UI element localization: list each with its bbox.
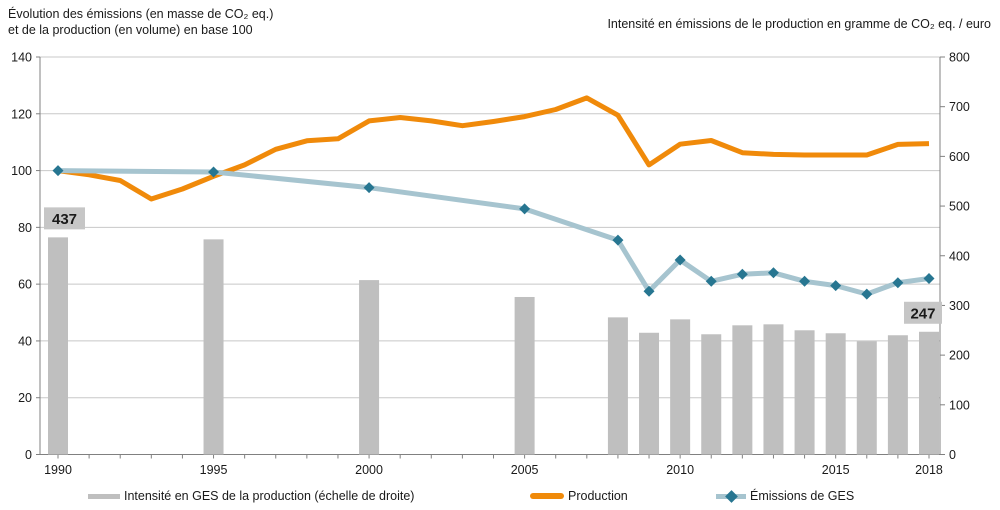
- intensity-bar-2012: [732, 325, 753, 455]
- chart-title-left-line1: Évolution des émissions (en masse de CO₂…: [8, 7, 274, 21]
- intensity-bar-2014: [794, 330, 815, 455]
- right-axis-tick-label: 0: [949, 448, 956, 462]
- legend-diamond-icon: [725, 489, 738, 503]
- intensity-bar-2005: [514, 296, 535, 455]
- intensity-bar-1990: [48, 237, 68, 455]
- bar-value-box-1990: [44, 207, 85, 230]
- emissions-marker-1995: [208, 166, 220, 178]
- intensity-bar-2008: [607, 317, 628, 455]
- legend-item-production: Production: [530, 486, 628, 506]
- intensity-bar-2018: [918, 331, 939, 455]
- intensity-bar-2013: [763, 324, 784, 455]
- emissions-marker-2011: [705, 275, 717, 287]
- chart-title-left: Évolution des émissions (en masse de CO₂…: [8, 6, 273, 38]
- right-axis-tick-label: 200: [949, 349, 970, 363]
- emissions-marker-2005: [519, 203, 531, 215]
- right-axis-tick-label: 500: [949, 200, 970, 214]
- x-axis-tick-label: 2000: [355, 463, 383, 477]
- left-axis-tick-label: 120: [11, 107, 32, 121]
- emissions-marker-2016: [861, 288, 873, 300]
- emissions-marker-2009: [643, 285, 655, 297]
- x-axis-tick-label: 2010: [666, 463, 694, 477]
- left-axis-tick-label: 0: [25, 448, 32, 462]
- intensity-bar-2015: [825, 333, 846, 455]
- intensity-bar-1995: [203, 239, 224, 455]
- legend: Intensité en GES de la production (échel…: [0, 486, 1000, 508]
- emissions-marker-2000: [363, 182, 375, 194]
- emissions-marker-2012: [736, 268, 748, 280]
- right-axis-tick-label: 800: [949, 51, 970, 65]
- left-axis-tick-label: 20: [18, 391, 32, 405]
- legend-label-intensity: Intensité en GES de la production (échel…: [124, 489, 415, 503]
- legend-item-intensity: Intensité en GES de la production (échel…: [88, 486, 414, 506]
- intensity-bar-2010: [670, 319, 691, 455]
- legend-swatch-emissions-icon: [716, 489, 746, 503]
- emissions-marker-2018: [923, 272, 935, 284]
- emissions-marker-2013: [767, 267, 779, 279]
- legend-label-production: Production: [568, 489, 628, 503]
- left-axis-tick-label: 40: [18, 334, 32, 348]
- legend-swatch-intensity-icon: [88, 493, 120, 499]
- bar-value-label-1990: 437: [52, 211, 77, 228]
- intensity-bar-2011: [701, 334, 722, 455]
- intensity-bar-2000: [359, 280, 380, 455]
- emissions-marker-2010: [674, 254, 686, 266]
- emissions-marker-2014: [799, 275, 811, 287]
- chart-title-left-line2: et de la production (en volume) en base …: [8, 23, 253, 37]
- emissions-marker-2015: [830, 280, 842, 292]
- production-line: [57, 95, 930, 202]
- right-axis-tick-label: 700: [949, 100, 970, 114]
- right-axis-tick-label: 600: [949, 150, 970, 164]
- right-axis-tick-label: 300: [949, 299, 970, 313]
- x-axis-tick-label: 1990: [44, 463, 72, 477]
- emissions-marker-1990: [52, 165, 64, 177]
- left-axis-tick-label: 60: [18, 278, 32, 292]
- legend-item-emissions: Émissions de GES: [716, 486, 854, 506]
- emissions-marker-2008: [612, 234, 624, 246]
- left-axis-tick-label: 140: [11, 51, 32, 65]
- x-axis-tick-label: 2005: [511, 463, 539, 477]
- intensity-bar-2016: [856, 341, 877, 455]
- left-axis-tick-label: 80: [18, 221, 32, 235]
- right-axis-tick-label: 100: [949, 398, 970, 412]
- intensity-bar-2017: [887, 335, 908, 455]
- intensity-bar-2009: [639, 332, 660, 455]
- bar-value-label-2018: 247: [910, 305, 935, 322]
- emissions-marker-2017: [892, 277, 904, 289]
- legend-swatch-production-icon: [530, 493, 564, 499]
- x-axis-tick-label: 2015: [822, 463, 850, 477]
- bar-value-box-2018: [903, 301, 942, 324]
- right-axis-tick-label: 400: [949, 249, 970, 263]
- x-axis-tick-label: 1995: [200, 463, 228, 477]
- chart-title-right: Intensité en émissions de le production …: [607, 17, 991, 31]
- x-axis-tick-label: 2018: [915, 463, 943, 477]
- left-axis-tick-label: 100: [11, 164, 32, 178]
- legend-label-emissions: Émissions de GES: [750, 489, 855, 503]
